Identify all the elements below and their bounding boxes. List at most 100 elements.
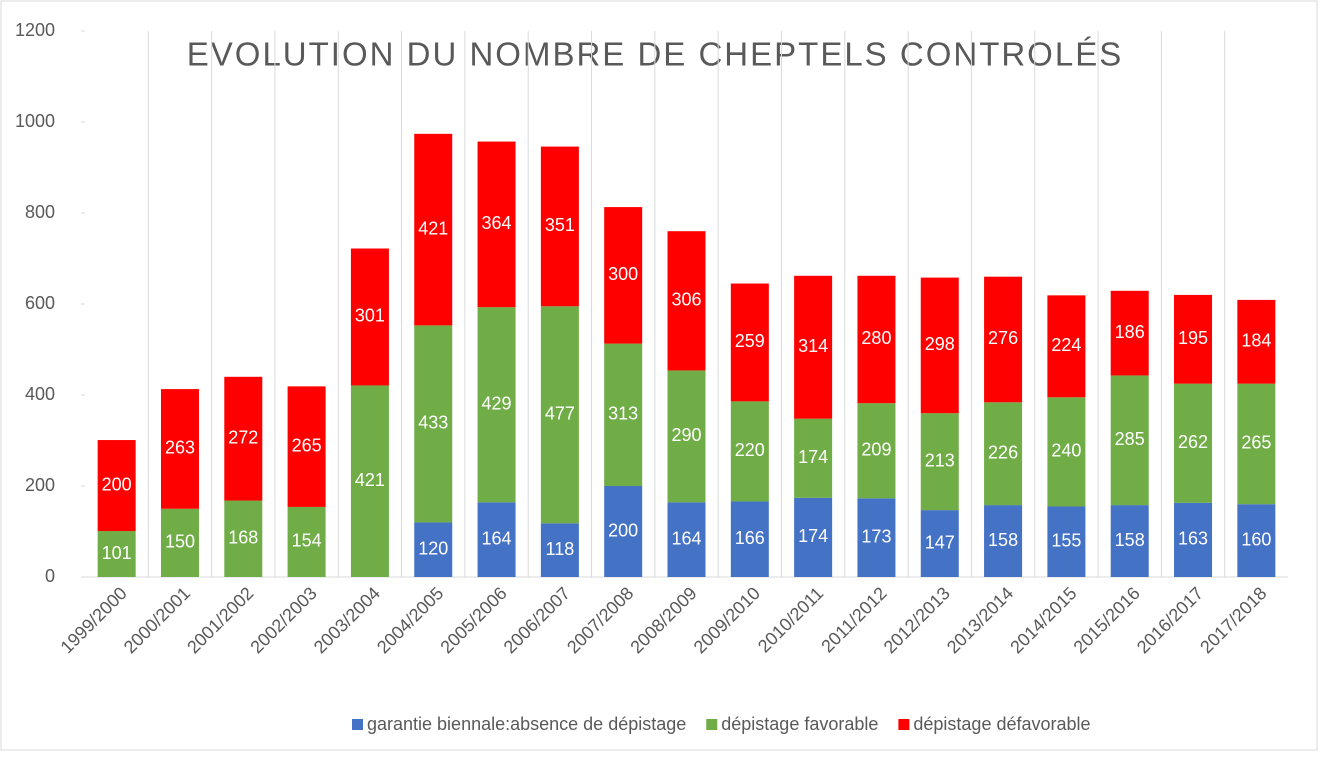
bar-segment <box>414 325 453 523</box>
data-label: 168 <box>228 528 258 548</box>
data-label: 285 <box>1115 429 1145 449</box>
legend-label: dépistage défavorable <box>913 714 1090 734</box>
data-label: 118 <box>546 539 575 559</box>
y-tick-label: 600 <box>25 293 55 313</box>
data-label: 173 <box>861 526 891 546</box>
bar-segment <box>857 498 896 577</box>
data-label: 147 <box>925 532 955 552</box>
bar-segment <box>1237 383 1276 505</box>
data-label: 220 <box>735 440 765 460</box>
legend-swatch <box>898 719 910 730</box>
data-label: 263 <box>165 438 195 458</box>
bar-segment <box>984 276 1023 403</box>
legend-swatch <box>706 719 718 730</box>
data-label: 150 <box>165 532 195 552</box>
bar-segment <box>1047 397 1086 507</box>
data-label: 429 <box>482 394 512 414</box>
data-label: 184 <box>1241 331 1271 351</box>
data-label: 265 <box>1241 433 1271 453</box>
data-label: 155 <box>1051 530 1081 550</box>
legend-label: garantie biennale:absence de dépistage <box>367 714 686 734</box>
bar-segment <box>857 403 896 499</box>
bar-segment <box>857 275 896 404</box>
bar-segment <box>97 440 136 532</box>
bar-segment <box>1047 506 1086 577</box>
bar-segment <box>540 523 579 577</box>
data-label: 224 <box>1051 335 1081 355</box>
data-label: 174 <box>798 447 828 467</box>
data-label: 290 <box>671 425 701 445</box>
bar-segment <box>794 497 833 577</box>
bar-segment <box>1237 504 1276 577</box>
bar-segment <box>350 385 389 577</box>
bar-segment <box>540 306 579 524</box>
y-tick-label: 1200 <box>15 20 55 40</box>
bar-segment <box>287 386 326 507</box>
y-tick-label: 200 <box>25 475 55 495</box>
data-label: 186 <box>1115 322 1145 342</box>
data-label: 101 <box>102 543 132 563</box>
data-label: 314 <box>798 336 828 356</box>
bar-segment <box>1174 294 1213 384</box>
data-label: 280 <box>861 328 891 348</box>
bar-segment <box>287 506 326 577</box>
bar-segment <box>984 505 1023 577</box>
bar-segment <box>984 402 1023 506</box>
y-tick-label: 400 <box>25 384 55 404</box>
bar-segment <box>1237 299 1276 384</box>
data-label: 301 <box>355 306 385 326</box>
data-label: 276 <box>988 328 1018 348</box>
bar-segment <box>160 508 199 577</box>
data-label: 421 <box>418 218 448 238</box>
bar-segment <box>477 307 516 503</box>
bar-segment <box>1047 295 1086 398</box>
bar-segment <box>414 133 453 326</box>
data-label: 364 <box>482 213 512 233</box>
bar-segment <box>920 277 959 414</box>
bar-segment <box>477 502 516 577</box>
data-label: 200 <box>102 474 132 494</box>
data-label: 306 <box>671 290 701 310</box>
y-tick-label: 0 <box>45 566 55 586</box>
bar-segment <box>667 370 706 503</box>
data-label: 160 <box>1241 529 1271 549</box>
bar-segment <box>604 207 643 344</box>
bar-segment <box>730 401 769 502</box>
data-label: 265 <box>292 435 322 455</box>
data-label: 154 <box>292 531 322 551</box>
data-label: 259 <box>735 331 765 351</box>
data-label: 158 <box>1115 530 1145 550</box>
bar-segment <box>350 248 389 386</box>
bar-segment <box>224 500 263 577</box>
bar-segment <box>414 522 453 577</box>
bar-segment <box>667 231 706 371</box>
data-label: 351 <box>545 215 575 235</box>
data-label: 120 <box>418 538 448 558</box>
data-label: 298 <box>925 334 955 354</box>
data-label: 158 <box>988 530 1018 550</box>
data-label: 213 <box>925 450 955 470</box>
data-label: 163 <box>1178 529 1208 549</box>
bar-segment <box>604 486 643 577</box>
legend-swatch <box>352 719 363 730</box>
bar-segment <box>604 343 643 486</box>
bar-segment <box>160 389 199 509</box>
data-label: 272 <box>228 427 258 447</box>
bar-segment <box>1110 290 1149 376</box>
data-label: 313 <box>608 404 638 424</box>
y-tick-label: 1000 <box>15 111 55 131</box>
bar-segment <box>1174 502 1213 577</box>
data-label: 262 <box>1178 432 1208 452</box>
data-label: 195 <box>1178 328 1208 348</box>
bar-segment <box>920 510 959 577</box>
data-label: 300 <box>608 264 638 284</box>
legend-label: dépistage favorable <box>721 714 878 734</box>
bar-segment <box>1110 505 1149 577</box>
bar-segment <box>540 146 579 307</box>
data-label: 164 <box>482 528 512 548</box>
data-label: 477 <box>545 404 575 424</box>
bar-segment <box>730 501 769 577</box>
bar-segment <box>920 413 959 511</box>
data-label: 433 <box>418 413 448 433</box>
